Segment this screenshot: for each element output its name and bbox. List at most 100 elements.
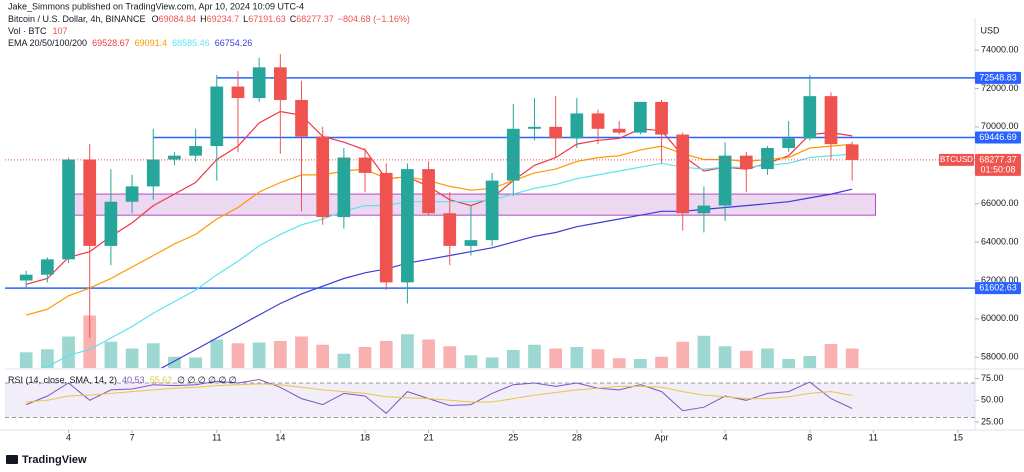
volume-bar [189,357,202,368]
y-tick-label: 64000.00 [981,236,1019,246]
candle-body [210,86,224,147]
symbol-legend-part: −804.68 (−1.16%) [338,14,410,24]
volume-bar [845,348,859,368]
volume-bar [252,342,266,368]
ema-line [160,188,853,368]
price-tag [975,153,1021,176]
countdown: 01:50:08 [980,164,1015,174]
volume-bar [443,346,457,368]
volume-legend: Vol · BTC 107 [8,26,68,36]
rsi-line [26,383,853,403]
candle-body [337,157,351,218]
candle-body [697,205,711,214]
candle-body [612,128,626,133]
volume-bar [634,359,647,368]
x-tick-label: 14 [275,432,285,442]
candle-body [528,126,541,129]
y-tick-label: 60000.00 [981,313,1019,323]
logo-icon [6,455,18,464]
y-tick-label: 66000.00 [981,198,1019,208]
candle-body [401,169,414,283]
candle-body [316,136,330,218]
candle-body [168,155,181,160]
volume-legend-part: 107 [53,26,68,36]
ticker-tag [939,153,974,166]
candle-body [273,67,287,100]
candle-body [655,101,668,135]
y-tick-label: 58000.00 [981,352,1019,362]
rsi-band [5,382,975,418]
volume-bar [739,350,753,368]
x-tick-label: 21 [424,432,434,442]
candle-body [62,159,75,260]
volume-bar [358,347,372,368]
symbol-legend-part: H [200,14,207,24]
volume-bar [210,339,224,368]
volume-bar [506,350,520,368]
candle-body [570,113,584,139]
candle-body [634,101,647,133]
x-tick-label: 4 [723,432,728,442]
volume-bar [295,336,308,368]
candle-body [189,146,202,156]
volume-bar [104,341,118,368]
candle-body [41,259,54,275]
ema-legend-part: 66754.26 [215,38,253,48]
rsi-tick-label: 25.00 [981,416,1004,426]
candle-body [676,134,690,214]
main-pane [5,53,975,368]
x-tick-label: 28 [572,432,582,442]
candle-body [231,86,245,99]
symbol-legend-part: O [152,14,159,24]
x-tick-label: Apr [655,432,669,442]
candle-body [125,186,139,202]
ema-line [40,153,853,368]
ema-legend-part: 68585.46 [172,38,210,48]
level-tag [975,131,1021,144]
volume-bar [337,353,351,368]
volume-bar [464,355,478,368]
symbol-legend-part: 69084.84 [159,14,197,24]
footer-logo: TradingView [6,454,87,466]
level-label: 69446.69 [979,132,1017,142]
candle-body [824,96,838,145]
volume-bar [83,315,97,368]
rsi-pane [5,378,975,419]
volume-bar [803,356,817,368]
volume-bar [422,339,435,368]
x-tick-label: 18 [360,432,370,442]
symbol-legend-part: L [243,14,248,24]
x-tick-label: 7 [130,432,135,442]
volume-bar [718,346,732,368]
x-tick-label: 4 [66,432,71,442]
ema-line [26,143,853,316]
candle-body [506,128,520,181]
volume-bar [168,356,181,368]
volume-bar [41,349,54,368]
currency: USD [980,25,1000,35]
volume-bar [549,348,563,368]
candle-body [295,99,308,137]
candle-body [803,96,817,139]
symbol-legend-part: 67191.63 [248,14,286,24]
candle-body [104,201,118,246]
volume-bar [316,344,330,368]
volume-bar [782,359,795,368]
symbol-legend-part: 69234.7 [207,14,240,24]
symbol-legend-part: 68277.37 [296,14,334,24]
y-tick-label: 70000.00 [981,121,1019,131]
x-tick-label: 11 [212,432,221,442]
volume-bar [273,341,287,368]
candle-body [19,274,33,281]
candle-body [358,157,372,173]
level-tag [975,71,1021,84]
candle-body [443,213,457,246]
rsi-tick-label: 75.00 [981,373,1004,383]
candle-body [845,144,859,160]
candle-body [591,113,605,129]
x-tick-label: 15 [953,432,963,442]
volume-bar [570,347,584,368]
y-tick-label: 62000.00 [981,275,1019,285]
volume-bar [697,335,711,368]
volume-bar [401,334,414,368]
